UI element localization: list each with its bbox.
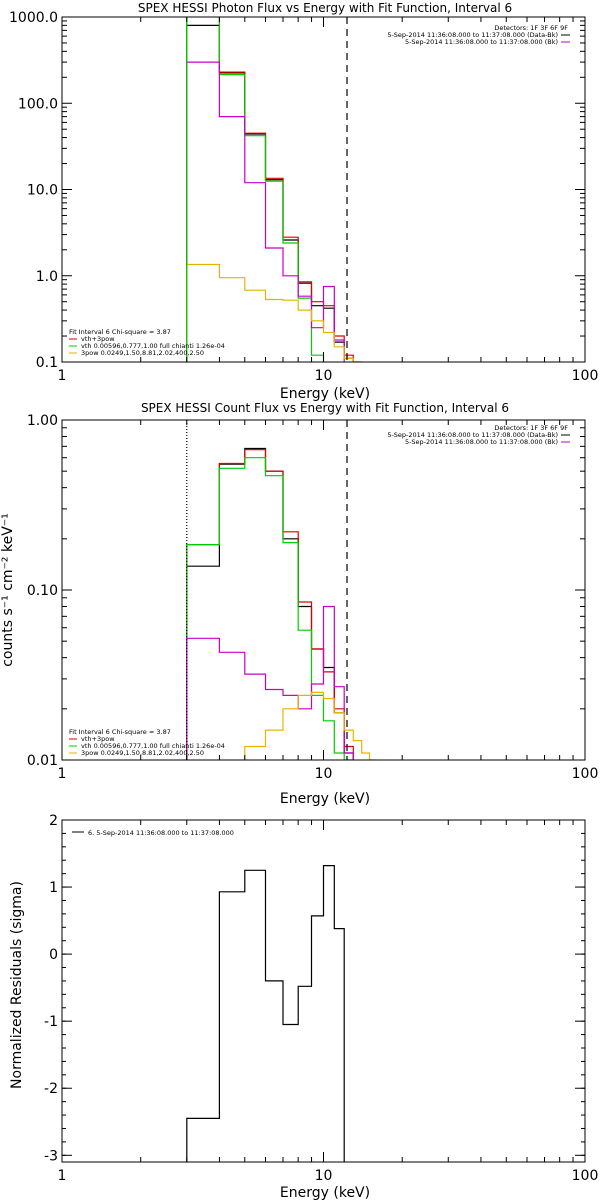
- y-tick-label: 100.0: [18, 96, 58, 112]
- fit-entry-3pow: 3pow 0.0249,1.50,8.81,2.02,400,2.50: [81, 349, 204, 357]
- x-tick-label: 10: [315, 1168, 333, 1184]
- x-axis-label: Energy (keV): [280, 386, 370, 402]
- series-3-line: [186, 61, 354, 362]
- legend-header: Detectors: 1F 3F 6F 9F: [494, 424, 568, 432]
- series-2-line: [186, 457, 354, 760]
- y-tick-label: 1.00: [27, 413, 58, 429]
- x-tick-label: 1: [58, 1168, 67, 1184]
- legend-entry-residual: 6. 5-Sep-2014 11:36:08.000 to 11:37:08.0…: [88, 829, 234, 837]
- fit-entry-3pow: 3pow 0.0249,1.50,8.81,2.02,400,2.50: [81, 749, 204, 757]
- legend-header: Detectors: 1F 3F 6F 9F: [494, 24, 568, 32]
- fit-title: Fit Interval 6 Chi-square = 3.87: [69, 328, 171, 336]
- series-0-line: [186, 24, 354, 362]
- series-4-line: [186, 691, 377, 760]
- legend-entry-bk: 5-Sep-2014 11:36:08.000 to 11:37:08.000 …: [405, 38, 558, 46]
- y-tick-label: 10.0: [27, 183, 58, 199]
- x-tick-label: 1: [58, 368, 67, 384]
- chart-title: SPEX HESSI Count Flux vs Energy with Fit…: [141, 401, 509, 415]
- y-tick-label: -1: [44, 1014, 58, 1030]
- series-3-line: [186, 605, 354, 760]
- y-tick-label: 1.0: [36, 269, 58, 285]
- series-2-line: [186, 17, 354, 362]
- y-tick-label: -3: [44, 1148, 58, 1164]
- y-tick-label: 0.1: [36, 355, 58, 371]
- y-axis-label: Normalized Residuals (sigma): [9, 881, 25, 1089]
- photon-flux-panel: SPEX HESSI Photon Flux vs Energy with Fi…: [9, 1, 599, 402]
- y-tick-label: -2: [44, 1081, 58, 1097]
- x-tick-label: 1: [58, 766, 67, 782]
- detector-legend: Detectors: 1F 3F 6F 9F 5-Sep-2014 11:36:…: [387, 424, 570, 446]
- y-tick-label: 2: [49, 813, 58, 829]
- fit-title: Fit Interval 6 Chi-square = 3.87: [69, 728, 171, 736]
- fit-entry-vth: vth 0.00596,0.777,1.00 full chianti 1.26…: [81, 342, 225, 350]
- y-tick-label: 1: [49, 880, 58, 896]
- y-tick-label: 0.10: [27, 583, 58, 599]
- fit-legend: Fit Interval 6 Chi-square = 3.87 vth+3po…: [69, 328, 225, 357]
- fit-entry-total: vth+3pow: [81, 735, 115, 743]
- x-axis-label: Energy (keV): [280, 1185, 370, 1200]
- y-tick-label: 0.01: [27, 753, 58, 769]
- chart-title: SPEX HESSI Photon Flux vs Energy with Fi…: [138, 1, 512, 15]
- x-tick-label: 100: [572, 1168, 599, 1184]
- residuals-legend: 6. 5-Sep-2014 11:36:08.000 to 11:37:08.0…: [72, 829, 234, 837]
- x-tick-label: 10: [315, 368, 333, 384]
- fit-entry-total: vth+3pow: [81, 335, 115, 343]
- x-tick-label: 100: [572, 368, 599, 384]
- legend-entry-bk: 5-Sep-2014 11:36:08.000 to 11:37:08.000 …: [405, 438, 558, 446]
- detector-legend: Detectors: 1F 3F 6F 9F 5-Sep-2014 11:36:…: [387, 24, 570, 46]
- residuals-panel: Energy (keV) Normalized Residuals (sigma…: [9, 813, 598, 1200]
- series-0-line: [186, 447, 354, 760]
- legend-entry-data-bk: 5-Sep-2014 11:36:08.000 to 11:37:08.000 …: [387, 431, 558, 439]
- legend-entry-data-bk: 5-Sep-2014 11:36:08.000 to 11:37:08.000 …: [387, 31, 558, 39]
- series-1-line: [186, 449, 354, 760]
- fit-legend: Fit Interval 6 Chi-square = 3.87 vth+3po…: [69, 728, 225, 757]
- series-0-line: [186, 865, 345, 1162]
- series-1-line: [186, 17, 362, 362]
- y-tick-label: 0: [49, 947, 58, 963]
- y-tick-label: 1000.0: [9, 10, 58, 26]
- fit-entry-vth: vth 0.00596,0.777,1.00 full chianti 1.26…: [81, 742, 225, 750]
- x-axis-label: Energy (keV): [280, 791, 370, 807]
- count-flux-panel: SPEX HESSI Count Flux vs Energy with Fit…: [0, 401, 598, 807]
- series-4-line: [186, 263, 363, 362]
- y-axis-label: counts s⁻¹ cm⁻² keV⁻¹: [0, 513, 16, 667]
- x-tick-label: 10: [315, 766, 333, 782]
- x-tick-label: 100: [572, 766, 599, 782]
